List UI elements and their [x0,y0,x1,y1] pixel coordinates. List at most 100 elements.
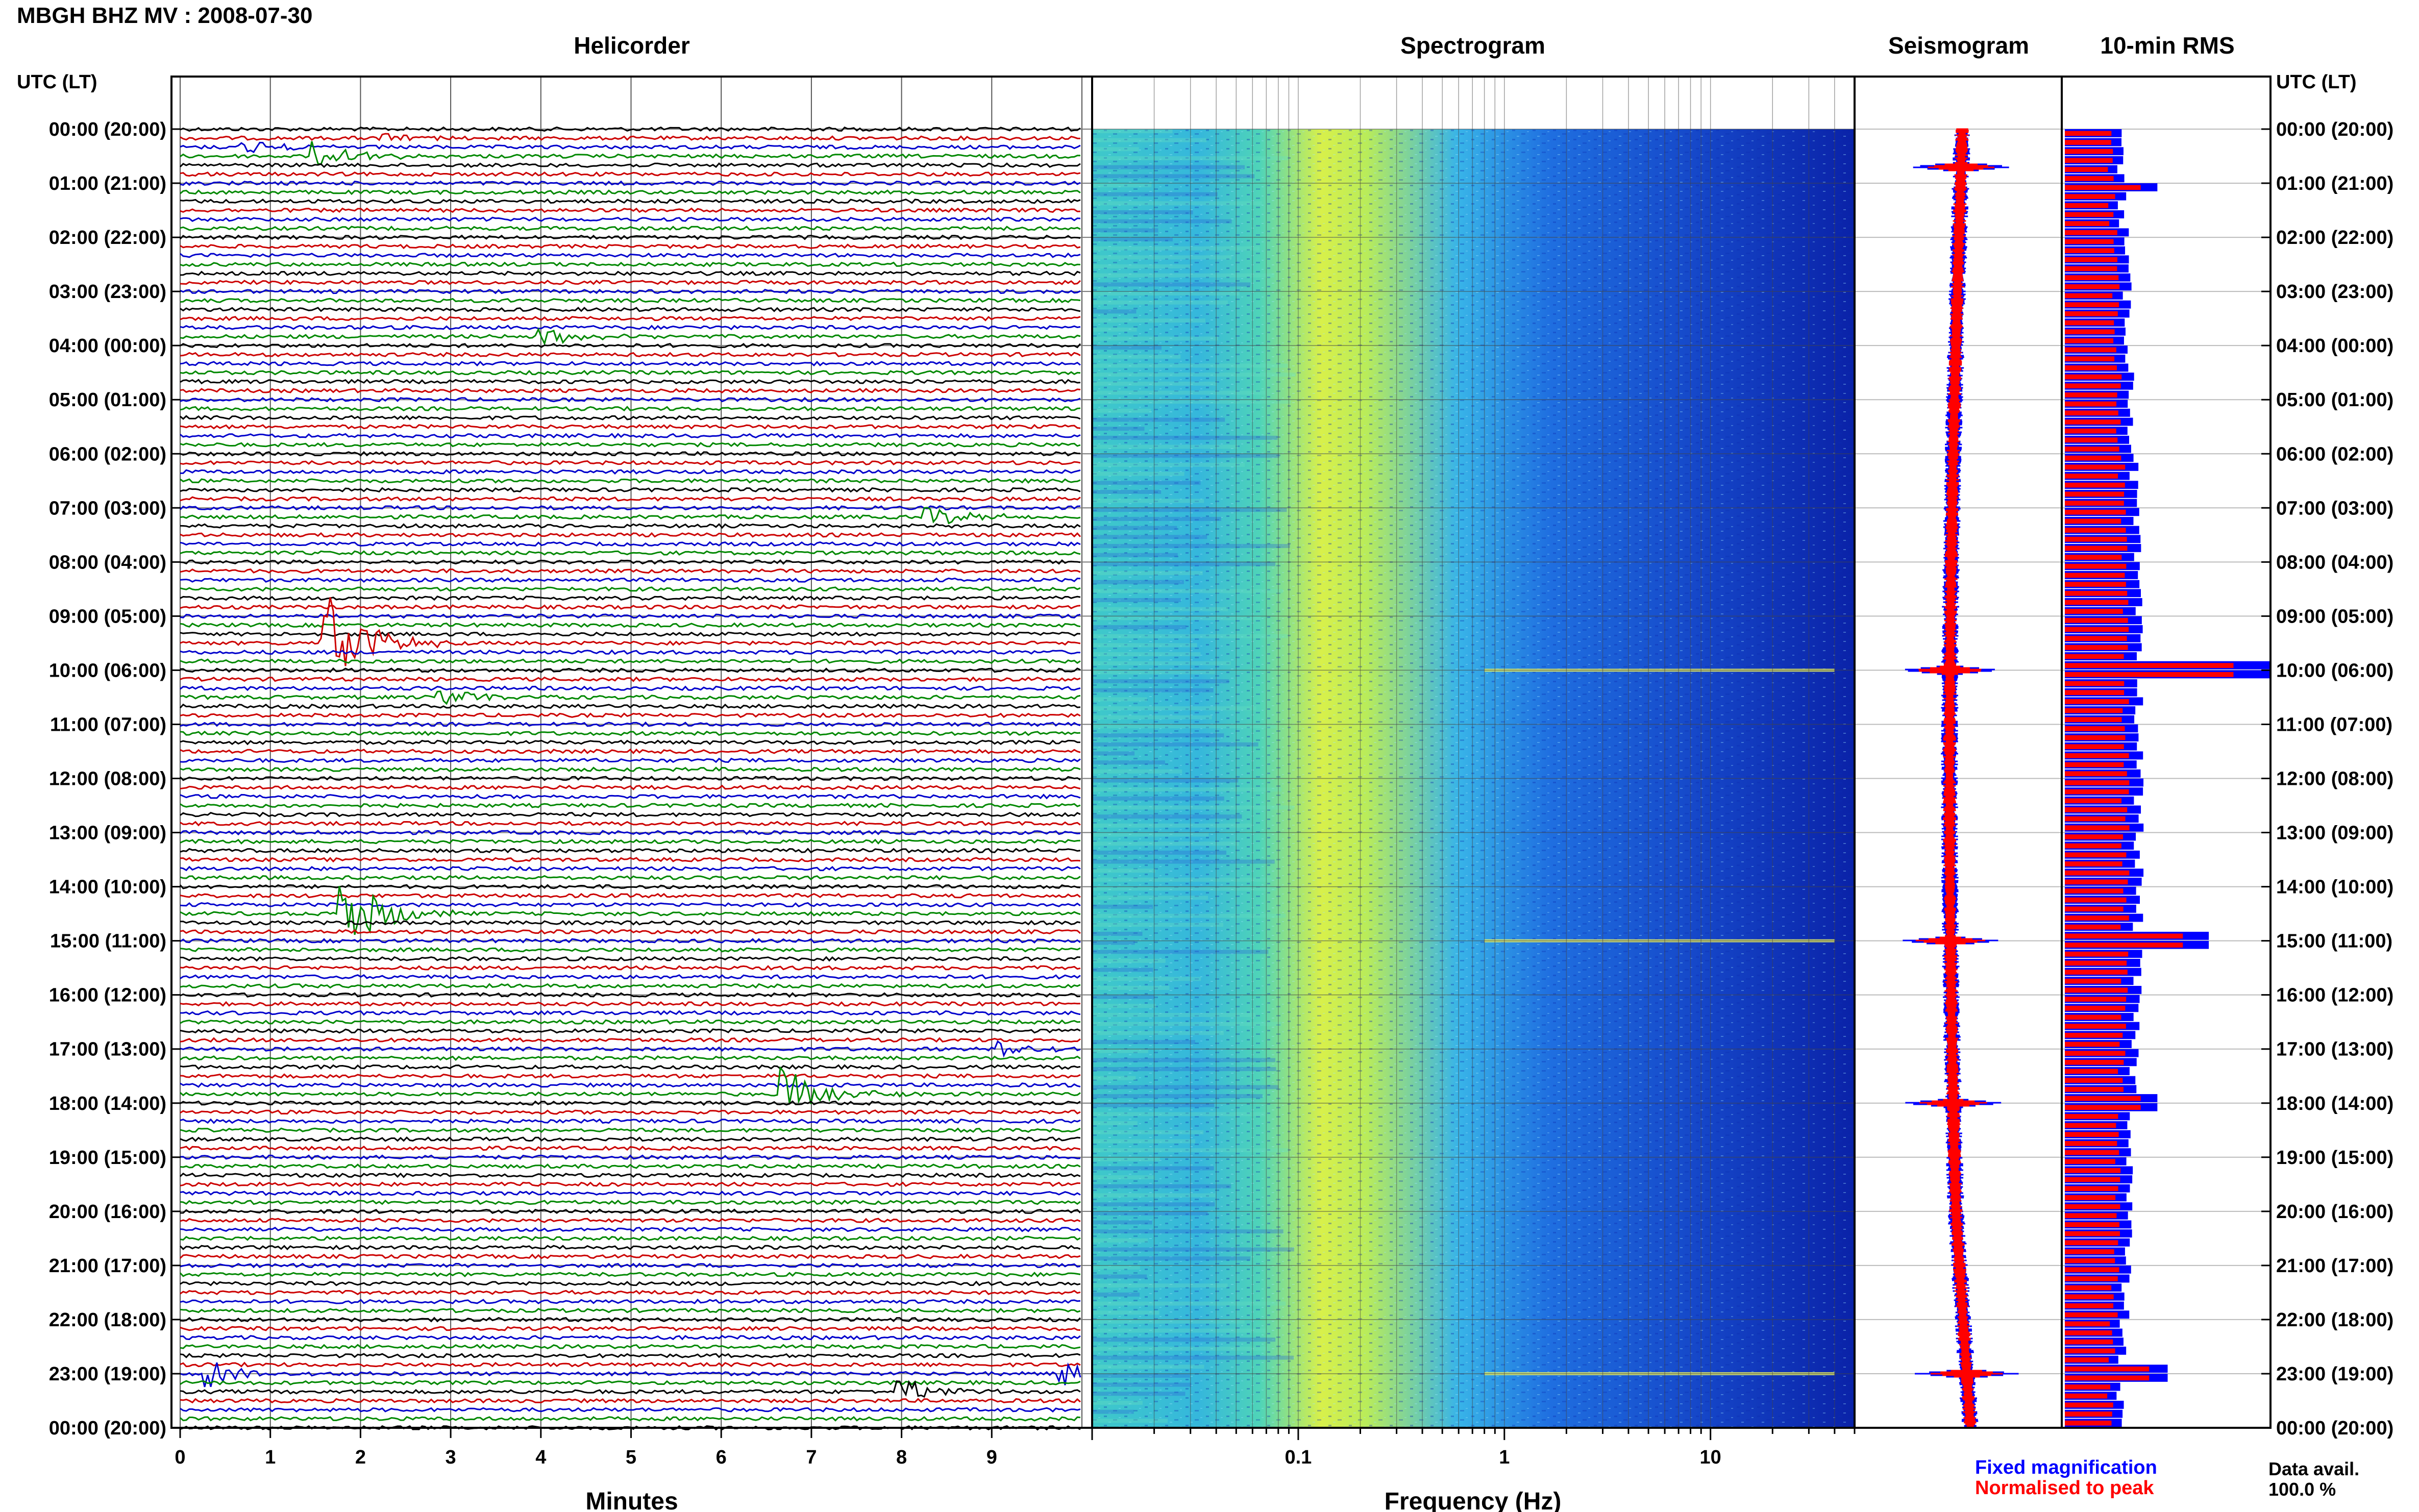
helicorder-trace-line [180,838,1081,845]
rms-bar-normalised [2065,401,2117,407]
helicorder-trace-line [180,757,1081,763]
helicorder-trace-line [180,631,1081,637]
spectrogram-x-tick-label: 1 [1499,1447,1510,1468]
rms-bar-normalised [2065,1069,2118,1074]
helicorder-trace-line [180,1136,1081,1142]
helicorder-trace-line [180,1037,1081,1043]
rms-bar-normalised [2065,428,2116,434]
spectrogram-row-streak [1092,1310,1159,1315]
spectrogram-row-streak [1092,228,1158,233]
spectrogram-row-streak [1092,805,1295,810]
helicorder-trace-line [180,352,1081,358]
rms-bar-normalised [2065,1204,2120,1209]
rms-bar-normalised [2065,347,2116,353]
helicorder-trace-line [180,1353,1081,1358]
helicorder-trace-line [180,1199,1081,1205]
helicorder-x-tick-label: 2 [355,1447,366,1468]
rms-bar-normalised [2065,807,2128,812]
helicorder-trace-line [180,965,1081,971]
rms-bar-normalised [2065,771,2127,777]
spectrogram-row-streak [1092,499,1204,503]
time-label-right: 17:00 (13:00) [2276,1039,2393,1060]
helicorder-trace-line [179,505,1081,511]
rms-bar-normalised [2065,248,2114,254]
rms-bar-normalised [2065,1420,2112,1426]
spectrogram-title: Spectrogram [1400,32,1545,59]
rms-bar-normalised [2065,365,2117,370]
spectrogram-row-streak [1092,769,1182,774]
rms-bar-normalised [2065,1177,2120,1182]
time-label-right: 00:00 (20:00) [2276,119,2393,140]
helicorder-trace-line [180,1380,1081,1398]
rms-bar-normalised [2065,437,2118,443]
helicorder-trace-line [180,586,1081,592]
helicorder-trace-line [180,649,1081,655]
helicorder-trace-line [180,886,1081,935]
helicorder-trace-line [179,884,1081,889]
spectrogram-x-tick-label: 10 [1700,1447,1721,1468]
helicorder-trace-line [180,1262,1081,1269]
utc-header-right: UTC (LT) [2276,71,2357,93]
time-label-right: 08:00 (04:00) [2276,552,2393,573]
rms-bar-normalised [2065,1231,2120,1236]
time-label-left: 01:00 (21:00) [49,173,166,194]
spectrogram-row-streak [1092,1076,1136,1080]
helicorder-trace-line [180,478,1081,484]
rms-bar-normalised [2065,1276,2118,1281]
spectrogram-row-streak [1092,697,1147,702]
helicorder-trace-line [180,685,1081,691]
rms-bar-normalised [2065,1096,2141,1101]
legend-normalised-to-peak: Normalised to peak [1975,1477,2154,1499]
spectrogram-row-streak [1092,940,1135,945]
spectrogram-row-streak [1092,652,1201,657]
helicorder-trace-line [180,298,1081,304]
spectrogram-row-streak [1092,706,1256,711]
rms-bar-normalised [2065,383,2121,389]
rms-bar-normalised [2065,239,2114,244]
spectrogram-row-streak [1092,571,1203,575]
helicorder-trace-line [180,1118,1081,1124]
helicorder-x-tick-label: 3 [446,1447,456,1468]
rms-bar-normalised [2065,302,2119,308]
spectrogram-row-streak [1092,977,1201,981]
time-label-left: 15:00 (11:00) [50,931,166,952]
helicorder-trace-line [180,288,1081,294]
helicorder-trace-line [180,1361,1081,1368]
helicorder-x-tick-label: 6 [716,1447,727,1468]
spectrogram-row-streak [1092,300,1228,305]
time-label-left: 13:00 (09:00) [49,823,166,844]
helicorder-trace-line [180,1073,1081,1079]
helicorder-x-axis-title: Minutes [585,1488,678,1512]
rms-bar-normalised [2065,879,2128,885]
spectrogram-row-streak [1092,778,1239,783]
helicorder-trace-line [180,279,1081,285]
time-label-right: 12:00 (08:00) [2276,769,2393,790]
helicorder-trace-line [180,597,1081,666]
rms-bar-normalised [2065,1222,2119,1227]
time-label-right: 13:00 (09:00) [2276,823,2393,844]
rms-bar-normalised [2065,798,2122,804]
spectrogram-row-streak [1092,1121,1138,1126]
rms-bar-normalised [2065,1321,2110,1327]
helicorder-trace-line [180,141,1081,165]
rms-bar-normalised [2065,834,2124,839]
spectrogram-row-streak [1092,327,1137,332]
spectrogram-row-streak [1092,742,1258,747]
helicorder-trace-line [180,1181,1081,1187]
rms-bar-normalised [2065,266,2117,271]
spectrogram-row-streak [1092,1419,1168,1423]
rms-bar-normalised [2065,518,2121,524]
spectrogram-row-streak [1092,390,1266,395]
spectrogram-row-streak [1092,796,1224,801]
rms-bar-normalised [2065,1005,2126,1011]
time-label-left: 23:00 (19:00) [49,1364,166,1385]
helicorder-trace-line [179,1172,1081,1178]
helicorder-trace-line [179,1253,1081,1259]
rms-bar-normalised [2065,1086,2124,1092]
rms-bar-normalised [2065,536,2127,542]
rms-bar-normalised [2065,185,2141,190]
helicorder-trace-line [180,983,1081,989]
helicorder-trace-line [180,1398,1081,1404]
spectrogram-row-streak [1092,219,1232,224]
spectrogram-row-streak [1092,264,1191,269]
